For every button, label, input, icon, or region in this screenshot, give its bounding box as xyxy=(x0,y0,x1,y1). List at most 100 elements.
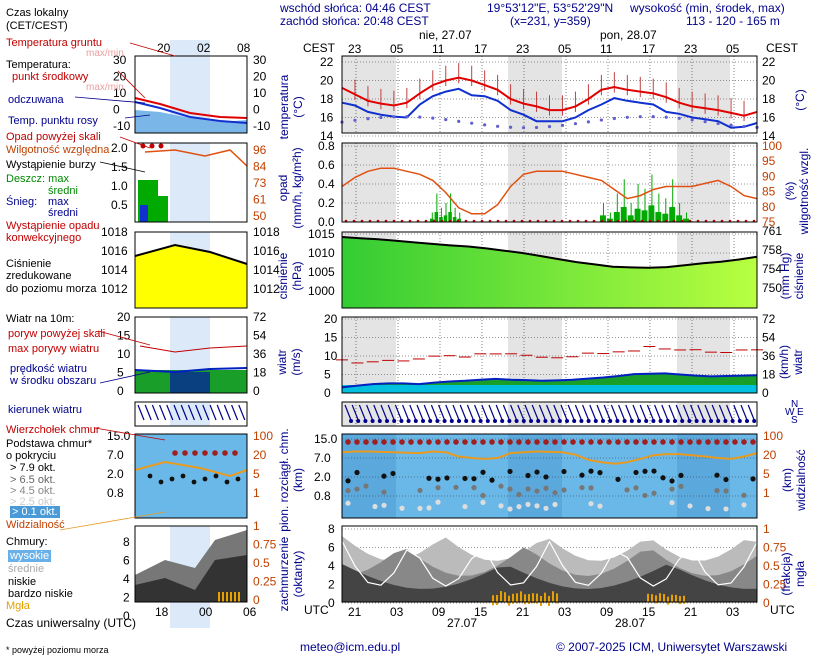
cloud-base-dot xyxy=(399,506,404,511)
legend-vis-tick-r: 20 xyxy=(253,448,267,462)
cloud-base-dot xyxy=(561,469,566,474)
dew-point-dot xyxy=(613,117,616,120)
cloud-base-dot xyxy=(588,485,593,490)
footer-email[interactable]: meteo@icm.edu.pl xyxy=(300,641,400,654)
dew-point-dot xyxy=(457,120,460,123)
fog-axis-title: (frakcja) mgła xyxy=(779,534,807,614)
cloudcover-tick-left: 8 xyxy=(328,522,335,536)
cloud-base-dot xyxy=(525,486,530,491)
cloud-top-dot xyxy=(597,439,603,445)
legend-pres-tick-l: 1012 xyxy=(101,282,128,296)
cloud-base-dot xyxy=(498,503,503,508)
cloud-base-dot xyxy=(651,468,656,473)
cloud-base-dot xyxy=(435,476,440,481)
wind-tick-right: 18 xyxy=(762,368,776,382)
legend-hum-tick-r: 61 xyxy=(253,193,267,207)
legend-okt01: > 0.1 okt. xyxy=(10,506,60,518)
bottom-hour-label: 09 xyxy=(600,605,614,619)
legend-fog-bar xyxy=(222,592,224,602)
legend-snow-bar xyxy=(140,205,148,222)
precip-tick-left: 0.8 xyxy=(318,139,335,153)
cloud-top-dot xyxy=(696,439,702,445)
fog-tick-right: 0.5 xyxy=(763,559,780,573)
legend-cloud-base-dot xyxy=(225,480,230,485)
cloud-top-dot xyxy=(525,439,531,445)
night-band xyxy=(342,143,396,222)
legend-clouds: Chmury: xyxy=(6,536,48,548)
cloud-top-dot xyxy=(399,439,405,445)
fog-bar xyxy=(667,597,669,605)
legend-wind-tick-l: 20 xyxy=(117,310,131,324)
cloud-base-dot xyxy=(633,485,638,490)
fog-tick-right: 1 xyxy=(763,522,770,536)
legend-fog-tick-r: 0.25 xyxy=(253,575,277,589)
wind-arrow-head xyxy=(752,419,756,423)
cloud-top-dot xyxy=(579,439,585,445)
cloudbase-tick-left: 15.0 xyxy=(314,432,338,446)
wind-arrow-head xyxy=(702,419,706,423)
wind-tick-right: 36 xyxy=(762,349,776,363)
legend-fog-bar xyxy=(226,592,228,602)
legend-fog-tick-r: 0.5 xyxy=(253,556,270,570)
wind-arrow-head xyxy=(738,419,742,423)
legend-wind-tick-r: 54 xyxy=(253,329,267,343)
fog-bar xyxy=(683,596,685,604)
utc-label-left: UTC xyxy=(304,604,329,616)
cloud-top-dot xyxy=(489,439,495,445)
day1-utc-label: 27.07 xyxy=(447,617,477,629)
wind-arrow-head xyxy=(356,419,360,423)
legend-cloud-top-dot xyxy=(192,450,198,456)
cloud-base-dot xyxy=(588,469,593,474)
day2-utc-label: 28.07 xyxy=(615,617,645,629)
wind-arrow-head xyxy=(371,419,375,423)
wind-arrow-head xyxy=(414,419,418,423)
legend-cloud-top-dot xyxy=(212,450,218,456)
cloud-base-dot xyxy=(588,501,593,506)
wind-arrow-head xyxy=(515,419,519,423)
legend-cloud-base-dot xyxy=(170,477,175,482)
sunrise-text: wschód słońca: 04:46 CEST xyxy=(280,2,431,14)
legend-temp-tick-l: -10 xyxy=(113,119,131,133)
dew-point-dot xyxy=(561,124,564,127)
legend-utc-tick: 06 xyxy=(243,605,257,619)
cloud-top-dot xyxy=(435,439,441,445)
legend-fog-tick-r: 0.75 xyxy=(253,538,277,552)
fog-bar xyxy=(548,596,550,606)
cloud-top-dot xyxy=(498,439,504,445)
legend-wind-tick-l: 5 xyxy=(117,366,124,380)
email-link[interactable]: meteo@icm.edu.pl xyxy=(300,640,400,654)
cloud-base-dot xyxy=(543,474,548,479)
cloud-base-dot xyxy=(615,477,620,482)
cloud-base-dot xyxy=(723,506,728,511)
wind-arrow-head xyxy=(486,419,490,423)
cloud-base-dot xyxy=(651,491,656,496)
legend-precip-tick-l: 2.0 xyxy=(111,141,128,155)
wind-arrow-head xyxy=(572,419,576,423)
top-hour-label: 17 xyxy=(642,42,656,56)
cloud-base-dot xyxy=(597,470,602,475)
legend-temperature: Temperatura: xyxy=(6,59,71,71)
dew-point-dot xyxy=(444,118,447,121)
cloud-top-dot xyxy=(345,439,351,445)
cloud-base-dot xyxy=(498,484,503,489)
dew-point-dot xyxy=(418,115,421,118)
dew-point-dot xyxy=(626,116,629,119)
cloud-base-dot xyxy=(471,476,476,481)
legend-pres-tick-l: 1014 xyxy=(101,263,128,277)
legend-vis-tick-r: 1 xyxy=(253,486,260,500)
cloud-top-dot xyxy=(570,439,576,445)
cloud-base-dot xyxy=(525,502,530,507)
wind-arrow-head xyxy=(651,419,655,423)
cloud-base-dot xyxy=(381,490,386,495)
cloud-base-dot xyxy=(381,474,386,479)
dew-point-dot xyxy=(366,117,369,120)
compass-s: S xyxy=(791,415,798,427)
wind-arrow-head xyxy=(666,419,670,423)
wind-arrow-head xyxy=(644,419,648,423)
fog-bar xyxy=(659,593,661,601)
legend-pres-tick-l: 1018 xyxy=(101,225,128,239)
legend-cloud-top-dot xyxy=(182,450,188,456)
legend-fog-bar xyxy=(234,592,236,602)
wind-arrow-head xyxy=(479,419,483,423)
legend-gust-above: poryw powyżej skali xyxy=(8,328,105,340)
